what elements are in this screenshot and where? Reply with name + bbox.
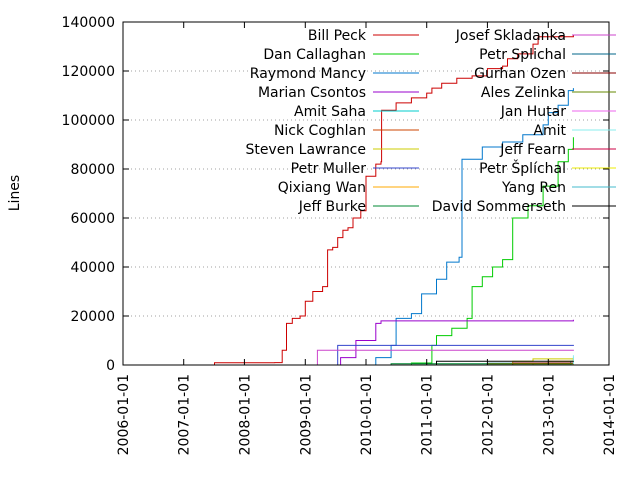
legend-label: Petr Šplíchal xyxy=(479,159,566,177)
y-tick-label: 100000 xyxy=(62,113,115,129)
legend-label: Bill Peck xyxy=(308,28,367,44)
legend-label: Amit xyxy=(533,123,566,139)
y-tick-label: 120000 xyxy=(62,64,115,80)
legend-label: Jeff Burke xyxy=(298,199,366,215)
y-tick-label: 140000 xyxy=(62,15,115,31)
x-tick-label: 2010-01-01 xyxy=(359,374,375,455)
x-tick-label: 2013-01-01 xyxy=(541,374,557,455)
y-tick-label: 0 xyxy=(106,358,115,374)
legend-label: Josef Skladanka xyxy=(455,28,566,44)
legend-label: Steven Lawrance xyxy=(245,142,366,158)
legend-label: Yang Ren xyxy=(501,180,566,196)
legend-label: Jan Hutar xyxy=(500,104,567,120)
legend-label: Gurhan Ozen xyxy=(474,66,566,82)
x-axis: 2006-01-01 2007-01-01 2008-01-01 2009-01-01… xyxy=(116,22,618,455)
y-tick-label: 80000 xyxy=(70,162,115,178)
y-axis: 0 20000 40000 60000 80000 100000 120000 140000 xyxy=(62,15,609,374)
legend-label: David Sommerseth xyxy=(432,199,566,215)
legend: Bill Peck Dan Callaghan Raymond Mancy Maria… xyxy=(245,28,616,215)
x-tick-label: 2006-01-01 xyxy=(116,374,132,455)
legend-label: Ales Zelinka xyxy=(481,85,566,101)
series-line xyxy=(330,319,574,366)
y-tick-label: 20000 xyxy=(70,309,115,325)
legend-label: Qixiang Wan xyxy=(278,180,366,196)
legend-label: Marian Csontos xyxy=(258,85,366,101)
x-tick-label: 2009-01-01 xyxy=(298,374,314,455)
legend-label: Jeff Fearn xyxy=(499,142,566,158)
x-tick-label: 2012-01-01 xyxy=(480,374,496,455)
x-tick-label: 2011-01-01 xyxy=(420,374,436,455)
x-tick-label: 2007-01-01 xyxy=(177,374,193,455)
legend-label: Amit Saha xyxy=(294,104,366,120)
y-axis-label: Lines xyxy=(7,175,23,211)
legend-label: Dan Callaghan xyxy=(263,47,366,63)
legend-label: Petr Splichal xyxy=(479,47,566,63)
series-line xyxy=(213,35,574,366)
legend-label: Nick Coghlan xyxy=(274,123,366,139)
x-tick-label: 2014-01-01 xyxy=(602,374,618,455)
x-tick-label: 2008-01-01 xyxy=(237,374,253,455)
series-line xyxy=(360,88,574,366)
y-tick-label: 40000 xyxy=(70,260,115,276)
y-tick-label: 60000 xyxy=(70,211,115,227)
legend-label: Petr Muller xyxy=(291,161,367,177)
legend-label: Raymond Mancy xyxy=(250,66,366,82)
series-line xyxy=(330,344,574,366)
